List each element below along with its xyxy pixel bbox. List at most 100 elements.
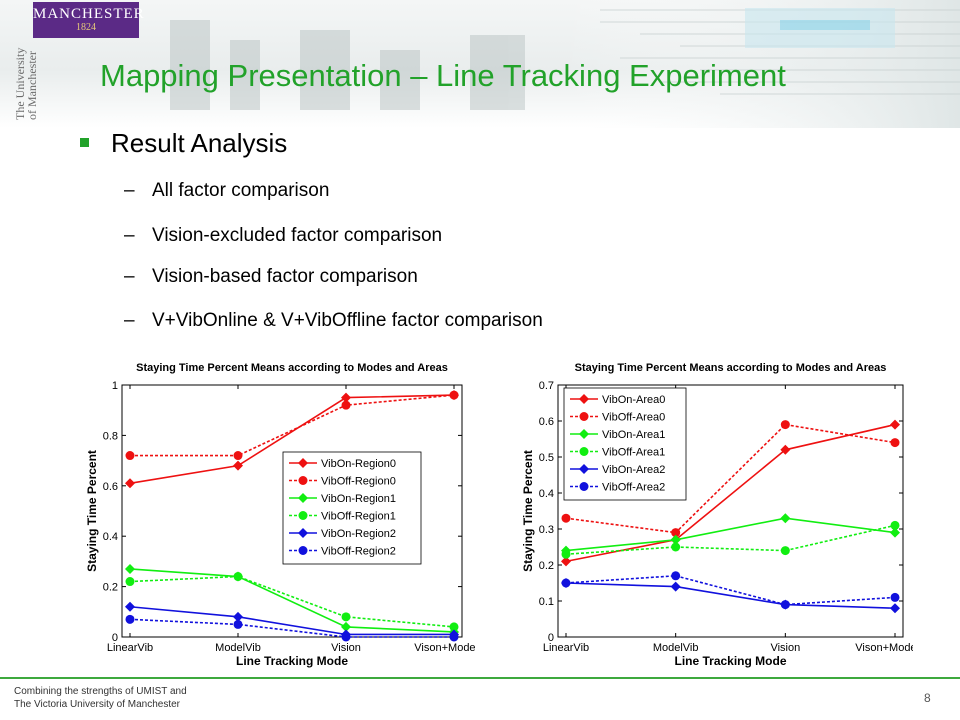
data-point — [890, 603, 900, 614]
series-line — [565, 423, 896, 534]
data-point — [341, 400, 351, 410]
subitem-text: V+VibOnline & V+VibOffline factor compar… — [152, 310, 543, 331]
series-viboff-region1 — [125, 572, 459, 632]
data-point — [890, 520, 900, 530]
data-point — [298, 493, 308, 503]
data-point — [670, 534, 681, 545]
chart-areas: Staying Time Percent Means according to … — [521, 362, 913, 668]
data-point — [449, 622, 459, 632]
legend-item: VibOn-Region0 — [289, 458, 396, 470]
header-banner — [0, 0, 960, 128]
data-point — [449, 632, 459, 642]
y-tick-label: 0.2 — [103, 582, 118, 594]
legend-box — [563, 387, 687, 501]
series-line — [130, 394, 455, 457]
data-point — [579, 394, 589, 404]
data-point — [890, 419, 900, 430]
data-point — [341, 612, 351, 622]
footer-text-line2: The Victoria University of Manchester — [14, 699, 180, 710]
bullet-square-icon — [80, 138, 89, 147]
y-tick-label: 0.6 — [539, 416, 554, 428]
y-tick-label: 0.4 — [103, 531, 118, 543]
series-viboff-area2 — [561, 571, 900, 610]
x-tick-label: Vision — [331, 642, 361, 654]
series-line — [565, 582, 896, 609]
legend-label: VibOn-Region2 — [321, 528, 396, 540]
legend-item: VibOn-Region1 — [289, 493, 396, 505]
dash-marker: – — [124, 180, 135, 201]
data-point — [579, 464, 589, 474]
y-tick-label: 0.8 — [103, 430, 118, 442]
x-tick-label: Vison+ModelVib — [414, 642, 475, 654]
side-text-line2: of Manchester — [25, 51, 39, 120]
chart-legend: VibOn-Area0 VibOff-Area0 VibOn-Area1 VibOff… — [563, 387, 687, 501]
y-tick-label: 1 — [112, 380, 118, 392]
data-point — [579, 447, 589, 456]
series-viboff-region0 — [125, 390, 459, 461]
x-axis-label: Line Tracking Mode — [236, 654, 348, 668]
x-tick-label: LinearVib — [543, 642, 589, 654]
logo-year: 1824 — [76, 22, 96, 33]
y-tick-label: 0.2 — [539, 560, 554, 572]
data-point — [298, 528, 308, 538]
x-tick-label: LinearVib — [107, 642, 153, 654]
y-tick-label: 0.5 — [539, 452, 554, 464]
subitem-text: Vision-based factor comparison — [152, 266, 418, 287]
data-point — [233, 572, 243, 582]
legend-item: VibOn-Area1 — [570, 429, 665, 441]
data-point — [579, 412, 589, 421]
legend-label: VibOff-Area1 — [602, 447, 665, 459]
university-side-text: The University of Manchester — [13, 10, 40, 120]
data-point — [298, 546, 308, 555]
data-point — [125, 451, 135, 461]
legend-label: VibOn-Area2 — [602, 464, 665, 476]
data-point — [125, 478, 135, 489]
y-tick-label: 0.1 — [539, 596, 554, 608]
data-point — [233, 619, 243, 629]
data-point — [449, 390, 459, 400]
data-point — [561, 513, 571, 523]
series-viboff-area0 — [561, 420, 900, 538]
legend-item: VibOff-Area1 — [570, 447, 665, 459]
legend-label: VibOn-Area0 — [602, 394, 665, 406]
university-logo: MANCHESTER 1824 — [33, 2, 144, 38]
legend-label: VibOff-Region2 — [321, 546, 396, 558]
series-line — [129, 605, 454, 636]
series-line — [129, 568, 455, 633]
page-number: 8 — [924, 691, 931, 705]
data-point — [890, 592, 900, 602]
legend-item: VibOff-Region0 — [289, 476, 396, 488]
footer-divider — [0, 677, 960, 679]
data-point — [233, 460, 243, 471]
data-point — [780, 513, 791, 524]
y-tick-label: 0.7 — [539, 380, 554, 392]
data-point — [780, 546, 790, 556]
data-point — [298, 511, 308, 520]
data-point — [233, 611, 243, 622]
footer-text-line1: Combining the strengths of UMIST and — [14, 686, 187, 697]
data-point — [579, 429, 589, 439]
series-viboff-region2 — [125, 614, 459, 642]
y-tick-label: 0.3 — [539, 524, 554, 536]
data-point — [298, 458, 308, 468]
data-point — [233, 451, 243, 461]
data-point — [125, 614, 135, 624]
y-axis-label: Staying Time Percent — [521, 450, 535, 572]
data-point — [670, 581, 681, 592]
series-line — [129, 394, 455, 485]
data-point — [341, 621, 351, 632]
y-tick-label: 0 — [112, 632, 118, 644]
dash-marker: – — [124, 310, 135, 331]
data-point — [561, 578, 571, 588]
subitem-text: All factor comparison — [152, 180, 330, 201]
series-line — [565, 574, 896, 606]
data-point — [341, 392, 351, 403]
data-point — [671, 528, 681, 538]
data-point — [125, 563, 135, 574]
legend-label: VibOff-Area0 — [602, 412, 665, 424]
dash-marker: – — [124, 266, 135, 287]
series-line — [565, 423, 896, 563]
legend-item: VibOn-Area2 — [570, 464, 665, 476]
x-tick-label: Vison+ModelVib — [855, 642, 913, 654]
legend-label: VibOff-Region1 — [321, 511, 396, 523]
